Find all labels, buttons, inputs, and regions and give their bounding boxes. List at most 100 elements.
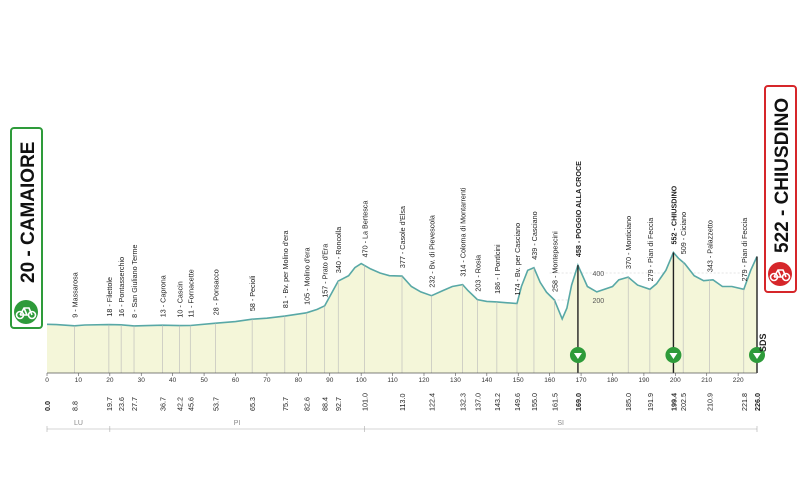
altitude-labels: 200 400 bbox=[593, 271, 605, 305]
town-label: 10 - Cascin bbox=[176, 281, 185, 317]
town-label: 105 - Molino d'era bbox=[302, 248, 311, 305]
town-km-label: 113.0 bbox=[398, 394, 407, 411]
town-km-label: 143.2 bbox=[493, 393, 502, 411]
km-tick-label: 160 bbox=[544, 377, 555, 384]
start-label: 20 - CAMAIORE bbox=[18, 142, 39, 283]
region-label: LU bbox=[74, 420, 83, 427]
town-label: 340 - Roncolla bbox=[334, 227, 343, 273]
km-tick-label: 80 bbox=[295, 377, 303, 384]
town-km-label: 137.0 bbox=[473, 393, 482, 411]
town-km-label: 202.5 bbox=[679, 393, 688, 411]
region-label: PI bbox=[234, 420, 241, 427]
town-label: 439 - Casciano bbox=[530, 211, 539, 259]
altitude-tick-label: 400 bbox=[593, 271, 605, 278]
town-label: 458 - POGGIO ALLA CROCE bbox=[574, 161, 583, 257]
town-km-label: 23.6 bbox=[117, 397, 126, 411]
town-km-label: 42.2 bbox=[176, 397, 185, 411]
town-label: 8 - San Giuliano Terme bbox=[130, 245, 139, 318]
town-label: 203 - Rosia bbox=[473, 255, 482, 292]
town-km-label: 88.4 bbox=[321, 397, 330, 411]
km-tick-label: 120 bbox=[419, 377, 430, 384]
chevron-down-icon bbox=[573, 353, 582, 359]
km-tick-label: 0 bbox=[45, 377, 49, 384]
start-km-label: 0.0 bbox=[43, 401, 52, 411]
town-label: 470 - La Bertesca bbox=[360, 201, 369, 258]
town-km-label: 226.0 bbox=[753, 393, 762, 411]
bicycle-icon bbox=[15, 307, 37, 320]
km-tick-label: 40 bbox=[169, 377, 177, 384]
gpm-markers bbox=[569, 347, 765, 363]
town-km-label: 161.5 bbox=[550, 393, 559, 411]
start-badge: 20 - CAMAIORE bbox=[10, 127, 43, 329]
town-label: 18 - Filettole bbox=[105, 277, 114, 317]
finish-label: 522 - CHIUSDINO bbox=[772, 98, 793, 253]
town-km-label: 19.7 bbox=[105, 397, 114, 411]
region-label: SI bbox=[557, 420, 564, 427]
town-km-label: 199.4 bbox=[669, 393, 678, 411]
bicycle-icon bbox=[769, 269, 791, 282]
town-label: 58 - Pecioli bbox=[248, 275, 257, 311]
town-label: 157 - Prato d'Era bbox=[321, 244, 330, 298]
km-tick-label: 30 bbox=[138, 377, 146, 384]
town-km-label: 169.0 bbox=[574, 393, 583, 411]
town-km-label: 221.8 bbox=[740, 393, 749, 411]
chevron-down-icon bbox=[669, 353, 678, 359]
chevron-down-icon bbox=[753, 353, 761, 359]
km-tick-label: 220 bbox=[733, 377, 744, 384]
town-km-label: 8.8 bbox=[71, 401, 80, 411]
town-label: 81 - Bv. per Molino d'era bbox=[281, 231, 290, 309]
km-tick-label: 190 bbox=[638, 377, 649, 384]
km-tick-label: 110 bbox=[387, 377, 398, 384]
finish-badge: 522 - CHIUSDINO bbox=[764, 85, 797, 293]
km-tick-label: 200 bbox=[670, 377, 681, 384]
town-km-label: 185.0 bbox=[624, 393, 633, 411]
town-km-label: 101.0 bbox=[360, 393, 369, 411]
town-label: 186 - I Pontlcini bbox=[493, 244, 502, 294]
km-tick-label: 90 bbox=[326, 377, 334, 384]
km-tick-label: 180 bbox=[607, 377, 618, 384]
km-tick-label: 130 bbox=[450, 377, 461, 384]
town-label: 9 - Massarosa bbox=[71, 272, 80, 318]
town-label: 11 - Fornacette bbox=[186, 269, 195, 317]
town-label: 174 - Bv. per Casciano bbox=[513, 223, 522, 296]
town-km-label: 149.6 bbox=[513, 393, 522, 411]
town-label: 509 - Ciciano bbox=[679, 212, 688, 254]
town-km-label: 132.3 bbox=[459, 393, 468, 411]
town-km-label: 27.7 bbox=[130, 397, 139, 411]
town-label: 377 - Casole d'Elsa bbox=[398, 206, 407, 268]
altitude-tick-label: 200 bbox=[593, 298, 605, 305]
town-km-label: 210.9 bbox=[706, 393, 715, 411]
town-km-label: 36.7 bbox=[158, 397, 167, 411]
town-km-label: 45.6 bbox=[186, 397, 195, 411]
region-bands: LU PI SI bbox=[46, 420, 758, 432]
town-label: 232 - Bv. di Pievescola bbox=[428, 215, 437, 288]
town-label: 28 - Ponsacco bbox=[212, 269, 221, 315]
km-tick-label: 50 bbox=[200, 377, 208, 384]
town-km-label: 122.4 bbox=[428, 393, 437, 411]
km-tick-label: 100 bbox=[356, 377, 367, 384]
town-km-label: 92.7 bbox=[334, 397, 343, 411]
town-label: 314 - Coloma di Montarrenti bbox=[459, 187, 468, 276]
town-label: 279 - Pian di Feccia bbox=[646, 218, 655, 282]
town-label: 370 - Monticiano bbox=[624, 216, 633, 269]
town-label: 552 - CHIUSDINO bbox=[669, 185, 678, 244]
km-axis: 0 10 20 30 40 50 60 70 80 90 100 110 120 130 140 150 160… bbox=[45, 372, 757, 384]
town-labels: 9 - Massarosa 18 - Filettole 16 - Pontasse… bbox=[71, 161, 749, 318]
km-tick-label: 170 bbox=[576, 377, 587, 384]
km-tick-label: 70 bbox=[263, 377, 271, 384]
town-km-label: 82.6 bbox=[302, 397, 311, 411]
km-tick-label: 60 bbox=[232, 377, 240, 384]
km-tick-label: 20 bbox=[106, 377, 114, 384]
town-km-labels: 8.8 19.7 23.6 27.7 36.7 42.2 45.6 53.7 65.3 75.7 8… bbox=[43, 393, 762, 411]
town-km-label: 191.9 bbox=[646, 393, 655, 411]
town-label: 16 - Pontasserchio bbox=[117, 257, 126, 317]
town-label: 343 - Palazzetto bbox=[706, 220, 715, 272]
town-label: 258 - Montepescini bbox=[550, 231, 559, 292]
finish-tag: SDS bbox=[758, 333, 768, 352]
town-km-label: 155.0 bbox=[530, 393, 539, 411]
town-label: 279 - Pian di Feccia bbox=[740, 218, 749, 282]
town-km-label: 75.7 bbox=[281, 397, 290, 411]
town-label: 13 - Caprona bbox=[158, 275, 167, 317]
km-tick-label: 210 bbox=[701, 377, 712, 384]
